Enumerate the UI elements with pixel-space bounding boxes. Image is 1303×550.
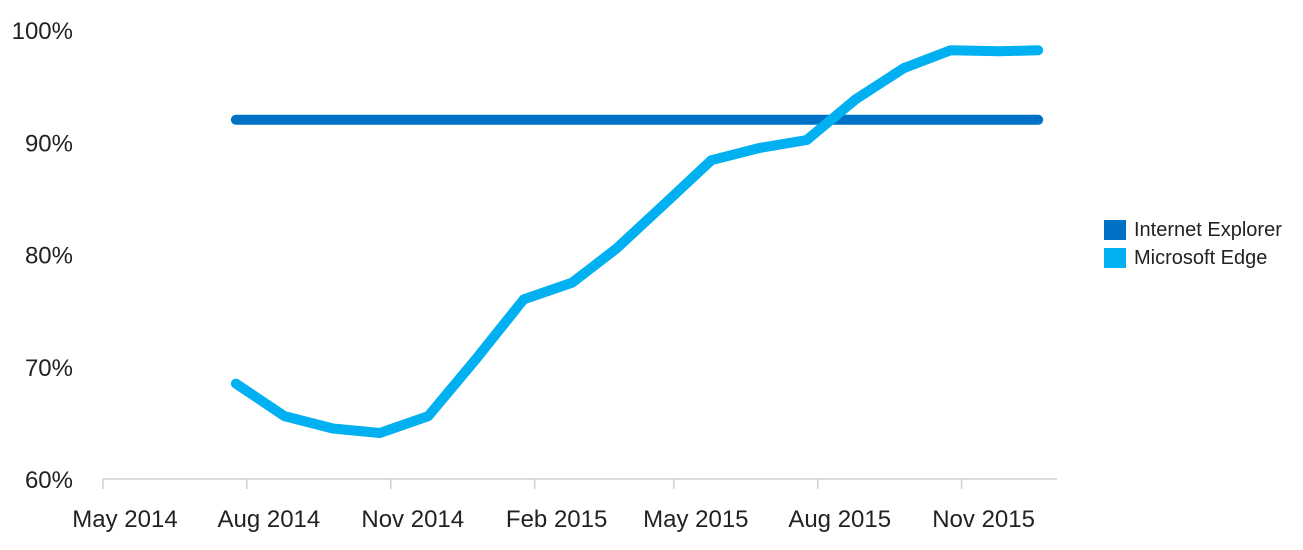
x-tick-label: Nov 2015 — [932, 506, 1035, 533]
x-tick-label: May 2015 — [643, 506, 748, 533]
legend-label-microsoft-edge: Microsoft Edge — [1134, 246, 1268, 269]
legend-item-internet-explorer: Internet Explorer — [1104, 216, 1282, 244]
y-tick-label: 100% — [12, 18, 73, 45]
x-axis: May 2014 Aug 2014 Nov 2014 Feb 2015 May 2015… — [72, 478, 1057, 533]
legend-item-microsoft-edge: Microsoft Edge — [1104, 244, 1282, 272]
x-tick-label: Feb 2015 — [506, 506, 607, 533]
legend-label-internet-explorer: Internet Explorer — [1134, 218, 1282, 241]
legend-swatch-internet-explorer — [1104, 220, 1126, 240]
y-tick-label: 60% — [25, 467, 73, 494]
y-tick-label: 70% — [25, 355, 73, 382]
legend: Internet Explorer Microsoft Edge — [1104, 216, 1282, 272]
y-axis: 60% 70% 80% 90% 100% — [12, 18, 73, 494]
series-line-microsoft-edge — [230, 45, 1044, 438]
x-tick-label: Nov 2014 — [361, 506, 464, 533]
legend-swatch-microsoft-edge — [1104, 248, 1126, 268]
series-layer — [230, 45, 1044, 438]
y-tick-label: 90% — [25, 130, 73, 157]
x-tick-label: Aug 2014 — [217, 506, 320, 533]
x-tick-label: Aug 2015 — [788, 506, 891, 533]
y-tick-label: 80% — [25, 243, 73, 270]
x-tick-label: May 2014 — [72, 506, 177, 533]
